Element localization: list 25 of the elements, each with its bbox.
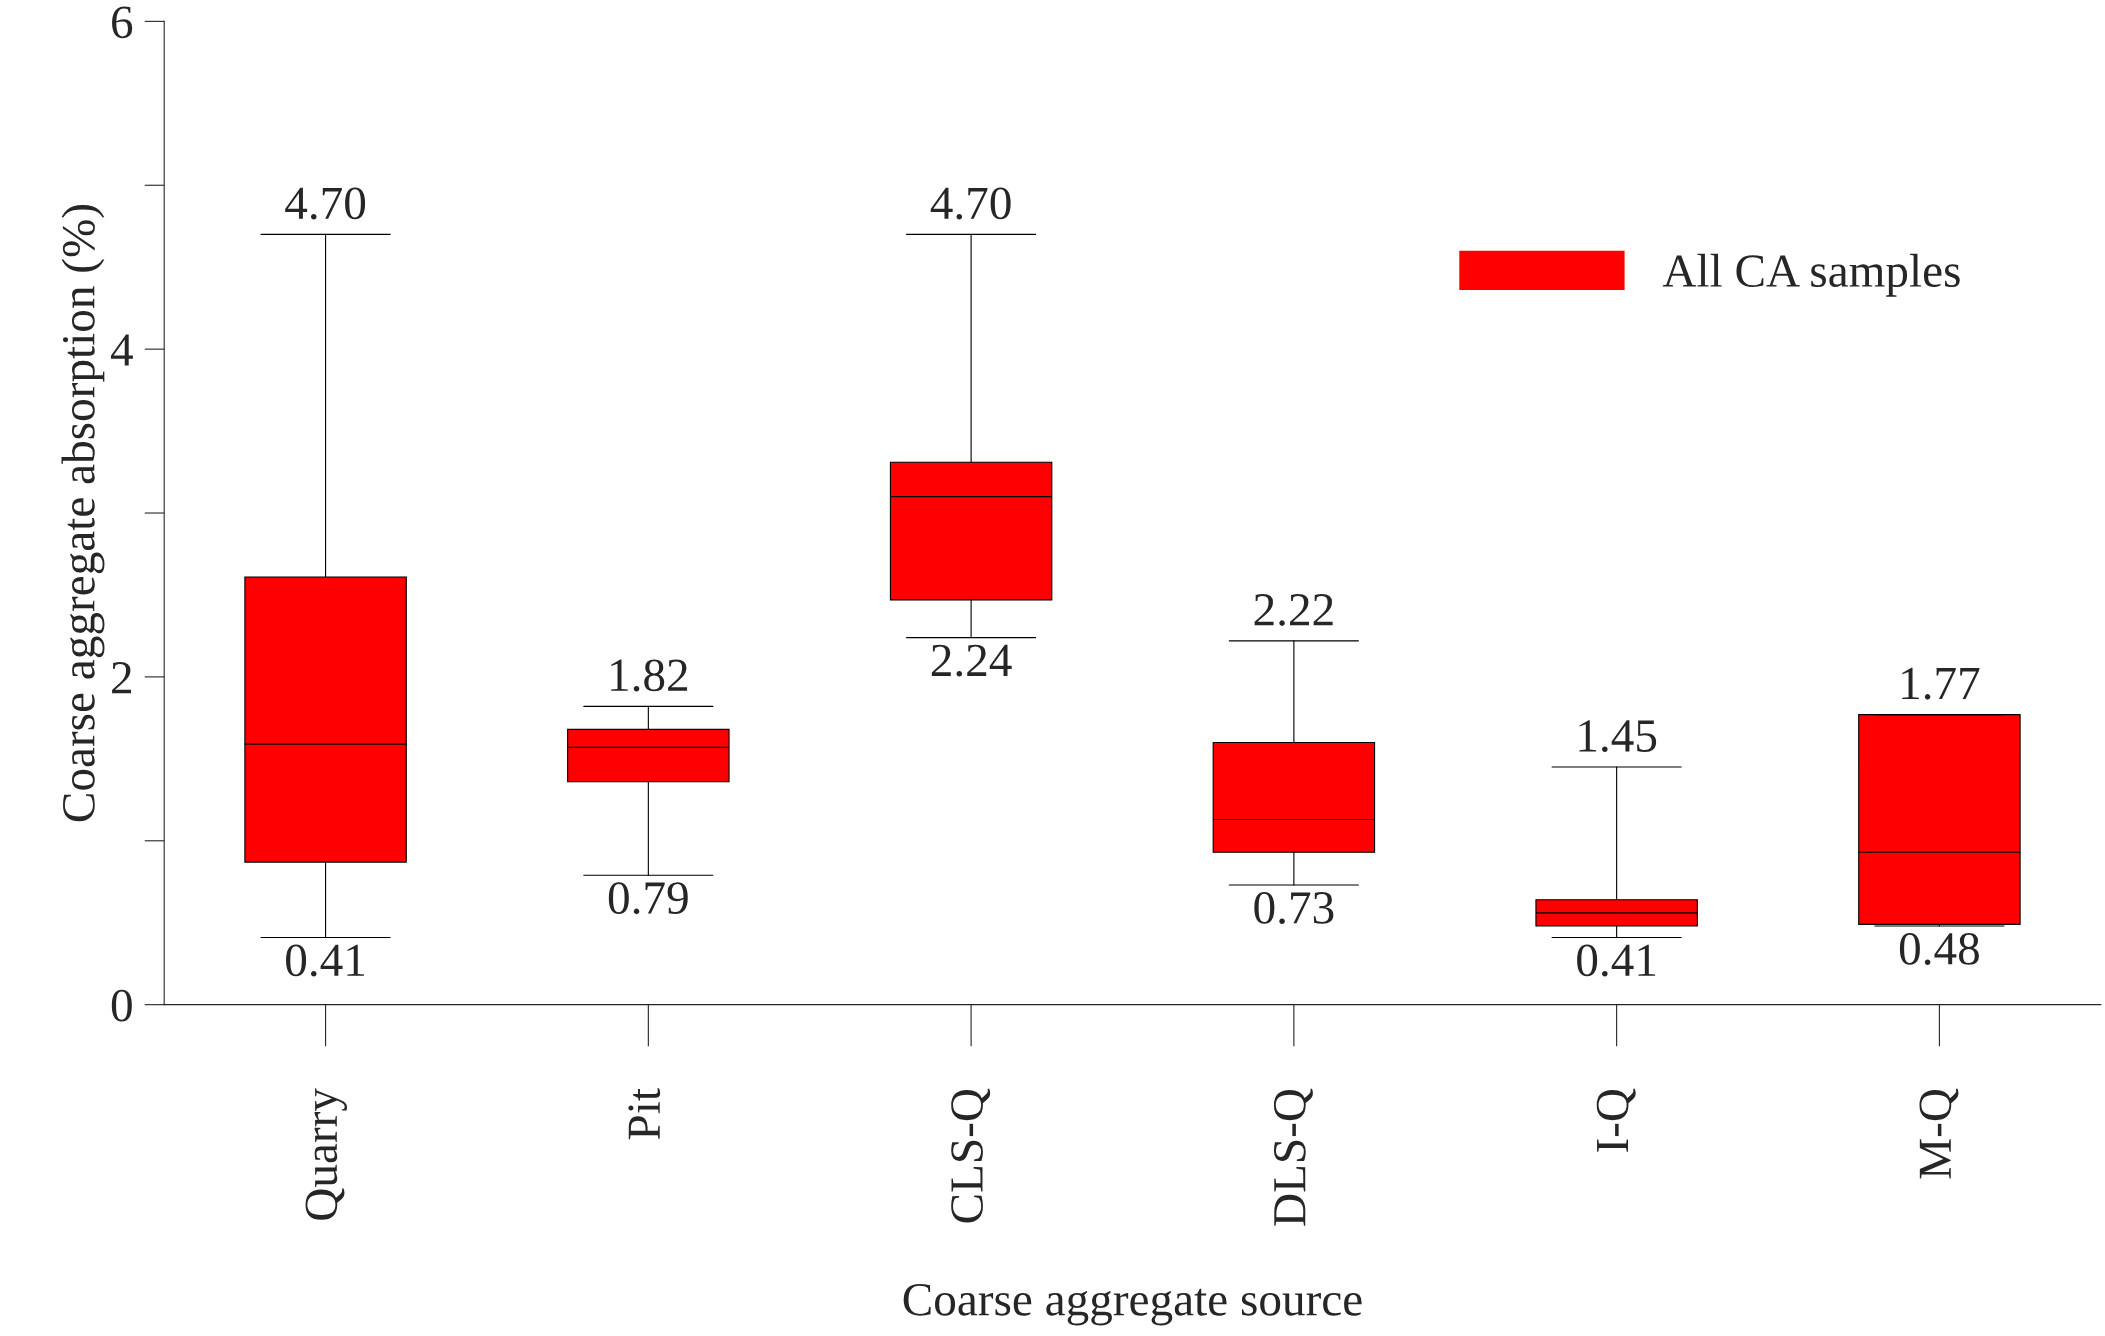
y-tick-label: 2 — [112, 662, 132, 694]
annotation: 1.82 — [611, 659, 688, 692]
x-tick-label: M-Q — [1919, 1088, 1959, 1179]
x-tick-label: Quarry — [305, 1088, 347, 1220]
x-tick-label: DLS-Q — [1273, 1088, 1313, 1226]
annotation: 0.41 — [1577, 944, 1656, 977]
y-tick-label: 6 — [112, 6, 133, 39]
annotation: 2.24 — [931, 644, 1012, 677]
annotation: 4.70 — [285, 187, 366, 220]
annotation: 0.73 — [1254, 891, 1334, 925]
y-tick-label: 4 — [110, 334, 133, 366]
x-axis-title: Coarse aggregate source — [903, 1283, 1362, 1326]
annotation: 1.77 — [1902, 667, 1980, 700]
y-axis-title: Coarse aggregate absorption (%) — [61, 205, 105, 822]
annotation: 1.45 — [1579, 720, 1657, 753]
x-tick-label: CLS-Q — [951, 1088, 991, 1223]
y-tick-label: 0 — [111, 989, 132, 1022]
annotation: 4.70 — [930, 187, 1011, 220]
x-tick-label: I-Q — [1596, 1088, 1636, 1152]
annotation: 0.41 — [286, 944, 365, 977]
annotation: 0.48 — [1899, 932, 1979, 965]
x-tick-label: Pit — [628, 1088, 661, 1140]
legend-label: All CA samples — [1662, 253, 1960, 297]
annotation: 0.79 — [608, 882, 688, 915]
annotation: 2.22 — [1254, 593, 1333, 626]
